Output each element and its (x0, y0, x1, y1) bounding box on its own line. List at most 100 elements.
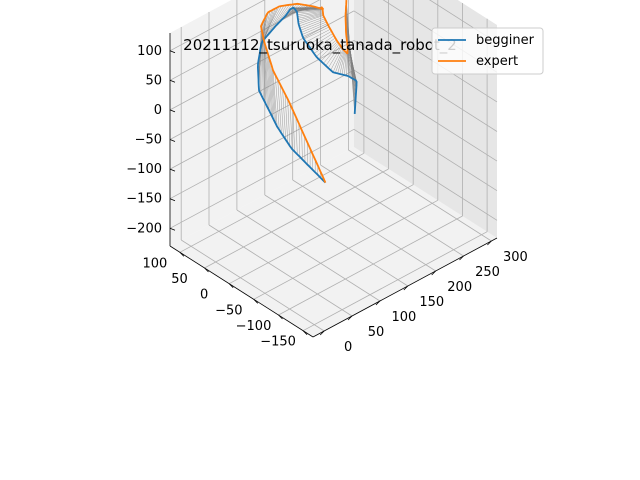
y-tick-mark (319, 330, 325, 336)
connector-line (300, 20, 326, 31)
connector-line (264, 45, 270, 111)
grid-line-z (353, 10, 498, 103)
connector-line (262, 33, 264, 100)
connector-line (263, 39, 267, 105)
connector-line (332, 49, 344, 73)
x-tick-mark (204, 267, 209, 273)
connector-line (325, 45, 341, 66)
connector-line (301, 21, 327, 33)
x-tick-mark (278, 314, 283, 320)
connector-line (295, 116, 298, 155)
z-tick-mark (169, 227, 176, 231)
connector-line (292, 110, 295, 152)
connector-line (298, 15, 324, 25)
connector-line (323, 43, 340, 64)
connector-line (268, 57, 274, 119)
connector-line (305, 29, 331, 43)
series-line-begginer (256, 6, 358, 184)
connector-line (287, 98, 291, 147)
connector-line (266, 49, 271, 113)
chart-title: 20211112_tsuruoka_tanada_robot_2 (183, 36, 457, 55)
grid-line-z (353, 69, 498, 162)
y-tick-mark (403, 285, 409, 291)
tick-marks (169, 50, 492, 336)
grid-line-y (208, 224, 353, 317)
y-tick-label: 150 (419, 295, 444, 310)
x-tick-mark (253, 299, 259, 304)
z-tick-mark (169, 79, 176, 83)
connector-line (298, 13, 324, 21)
connector-line (279, 84, 284, 137)
connector-line (309, 33, 333, 48)
x-tick-label: 0 (200, 288, 208, 303)
connector-line (311, 35, 335, 51)
grid-line-x (302, 231, 488, 332)
y-tick-label: 50 (368, 325, 385, 340)
y-tick-mark (459, 255, 464, 261)
connector-line (284, 93, 289, 143)
x-tick-label: −100 (236, 319, 272, 334)
x-tick-label: 100 (142, 256, 167, 271)
grid-line-y (348, 149, 492, 242)
connector-line (297, 12, 324, 19)
z-tick-mark (169, 198, 176, 202)
connector-line (307, 31, 332, 46)
x-axis-line (169, 245, 314, 338)
y-axis-line (312, 237, 498, 338)
connector-line (272, 69, 278, 127)
grid-line-z (169, 69, 355, 170)
z-tick-mark (169, 109, 176, 113)
connector-line (301, 23, 328, 35)
connector-line (318, 41, 338, 60)
connector-line (339, 51, 346, 75)
connector-line (328, 46, 342, 69)
legend-label-expert: expert (476, 54, 518, 69)
z-tick-label: 50 (145, 73, 162, 88)
series-line-expert (260, 0, 349, 183)
connector-line (259, 8, 276, 51)
legend-label-begginer: begginer (476, 33, 535, 48)
z-tick-label: −200 (126, 221, 162, 236)
connector-line (320, 42, 339, 62)
y-tick-mark (347, 315, 353, 321)
connector-line (347, 52, 350, 77)
connector-line (296, 9, 323, 12)
connector-line (330, 47, 343, 71)
connector-line (282, 89, 286, 140)
connector-line (262, 36, 265, 102)
connector-line (296, 9, 323, 12)
grid-line-y (292, 179, 436, 272)
y-tick-mark (487, 240, 492, 246)
series-lines (256, 0, 358, 184)
connector-line (297, 11, 323, 17)
grid-line-y (264, 194, 409, 287)
grid-line-x (253, 199, 438, 300)
z-tick-label: −100 (126, 162, 162, 177)
grid-line-z (169, 99, 355, 200)
connector-line (347, 53, 349, 77)
legend: begginer expert (431, 27, 544, 75)
connector-line (289, 104, 293, 150)
connector-line (346, 0, 355, 114)
connector-line (298, 14, 324, 23)
x-tick-label: −50 (215, 303, 242, 318)
floor-pane (170, 147, 497, 337)
z-tick-label: −150 (126, 192, 162, 207)
left-wall-pane (170, 0, 354, 246)
connector-line (297, 10, 323, 14)
x-tick-mark (228, 283, 234, 288)
y-tick-label: 200 (447, 280, 472, 295)
grid-line-x (229, 184, 414, 285)
grid-line-z (353, 40, 498, 132)
grid-line-y (320, 164, 464, 257)
y-tick-mark (375, 300, 381, 306)
connector-line (299, 18, 325, 29)
z-tick-label: −50 (135, 133, 162, 148)
connector-line (265, 5, 285, 39)
connector-line (259, 9, 274, 54)
x-tick-label: 50 (171, 272, 188, 287)
grid-line-y (236, 209, 381, 302)
grid-line-z (169, 128, 355, 229)
connector-line (262, 5, 282, 41)
z-tick-mark (169, 50, 176, 54)
